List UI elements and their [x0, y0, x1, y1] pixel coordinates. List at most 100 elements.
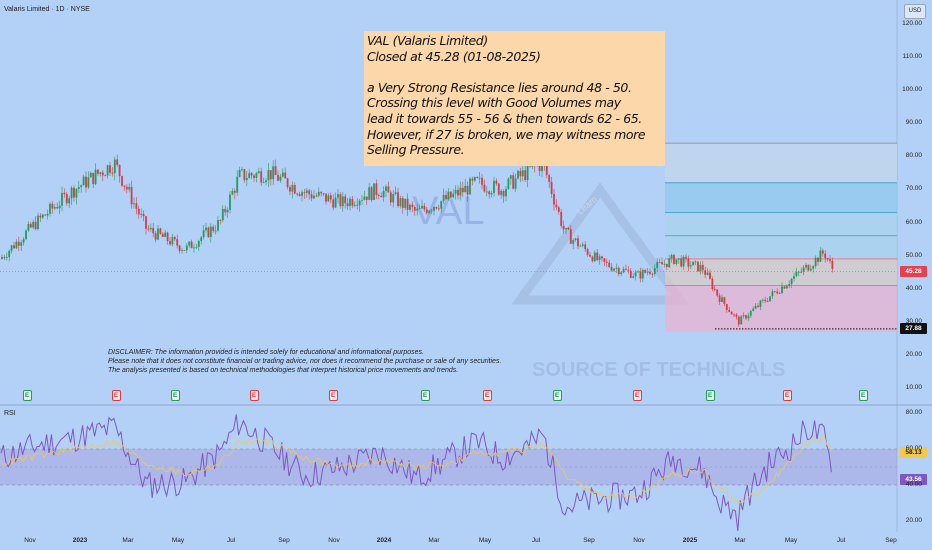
candle-body: [644, 269, 647, 273]
earnings-event-icon[interactable]: E: [552, 390, 562, 401]
candle-body: [759, 300, 762, 307]
earnings-event-icon[interactable]: E: [420, 390, 430, 401]
candle-body: [641, 269, 644, 279]
candle-body: [123, 185, 126, 187]
earnings-event-icon[interactable]: E: [249, 390, 259, 401]
price-tick-label: 80.00: [905, 152, 922, 160]
price-tick-label: 20.00: [905, 350, 922, 358]
earnings-event-icon[interactable]: E: [632, 390, 642, 401]
currency-button[interactable]: USD: [904, 4, 926, 19]
candle-body: [373, 183, 375, 201]
earnings-event-icon[interactable]: E: [111, 390, 121, 401]
earnings-event-icon[interactable]: E: [482, 390, 492, 401]
candle-body: [15, 241, 18, 249]
candle-body: [248, 173, 251, 179]
price-tick-label: 30.00: [905, 317, 922, 325]
candle-body: [598, 256, 601, 261]
candle-body: [284, 172, 287, 179]
candle-body: [481, 177, 483, 185]
candle-body: [677, 258, 680, 260]
candle-body: [601, 256, 603, 259]
rsi-line: [0, 414, 832, 531]
candle-body: [387, 186, 390, 193]
candle-body: [524, 170, 527, 180]
candle-body: [637, 271, 639, 273]
candle-body: [274, 166, 277, 175]
time-tick-label: 2023: [72, 537, 88, 544]
time-tick-label: Nov: [328, 537, 340, 544]
candle-body: [214, 230, 217, 232]
candle-body: [286, 178, 289, 188]
candle-body: [488, 191, 491, 195]
candle-body: [447, 191, 450, 200]
candle-body: [205, 227, 207, 231]
candle-body: [135, 203, 138, 209]
candle-body: [308, 190, 311, 195]
candle-body: [790, 278, 793, 284]
candle-body: [521, 170, 524, 177]
candle-body: [361, 199, 363, 201]
candle-body: [646, 271, 649, 273]
candle-body: [29, 223, 32, 228]
candle-body: [608, 262, 611, 268]
candle-body: [334, 197, 337, 208]
price-tick-label: 70.00: [905, 185, 922, 193]
candle-body: [142, 213, 145, 217]
candle-body: [550, 181, 553, 194]
candle-body: [670, 254, 673, 259]
candle-body: [253, 175, 255, 178]
candle-body: [430, 210, 433, 212]
candle-body: [279, 176, 282, 181]
candle-body: [591, 256, 594, 262]
price-zone: [665, 258, 897, 286]
candle-body: [526, 163, 529, 180]
candle-body: [824, 253, 827, 259]
earnings-event-icon[interactable]: E: [705, 390, 715, 401]
earnings-event-icon[interactable]: E: [858, 390, 868, 401]
candle-body: [325, 193, 327, 202]
candle-body: [512, 175, 515, 189]
candle-body: [243, 169, 246, 181]
candle-body: [565, 227, 567, 230]
candle-body: [277, 174, 279, 181]
candle-body: [404, 198, 407, 208]
candle-body: [557, 207, 560, 212]
earnings-event-icon[interactable]: E: [170, 390, 180, 401]
candle-body: [574, 238, 577, 240]
candle-body: [718, 295, 721, 302]
candle-body: [8, 250, 11, 258]
candle-body: [699, 265, 702, 272]
candle-body: [73, 187, 75, 198]
candle-body: [197, 241, 200, 247]
candle-body: [166, 232, 169, 242]
candle-body: [365, 196, 368, 200]
candle-body: [255, 173, 258, 178]
candle-body: [428, 210, 431, 214]
earnings-event-icon[interactable]: E: [782, 390, 792, 401]
candle-body: [413, 207, 416, 211]
candle-body: [622, 268, 625, 273]
rsi-ma-line: [0, 435, 832, 504]
disclaimer-line: The analysis presented is based on techn…: [108, 367, 459, 374]
candle-body: [25, 230, 27, 240]
earnings-event-icon[interactable]: E: [22, 390, 32, 401]
candle-body: [327, 195, 330, 202]
note-line: lead it towards 55 - 56 & then towards 6…: [367, 110, 642, 126]
candle-body: [745, 315, 747, 319]
candle-body: [281, 172, 284, 177]
candle-body: [754, 305, 757, 309]
candle-body: [473, 177, 476, 181]
candle-body: [341, 196, 344, 207]
candle-body: [817, 257, 819, 262]
candle-body: [154, 233, 157, 240]
rsi-tick-label: 20.00: [905, 517, 922, 524]
candle-body: [567, 227, 570, 230]
rsi-tick-label: 80.00: [905, 409, 922, 416]
candle-body: [490, 192, 493, 195]
candle-body: [596, 252, 599, 261]
earnings-event-icon[interactable]: E: [328, 390, 338, 401]
candle-body: [231, 190, 234, 195]
price-zone: [665, 143, 897, 183]
candle-body: [77, 187, 80, 189]
rsi-tick-label: 60.00: [905, 445, 922, 452]
